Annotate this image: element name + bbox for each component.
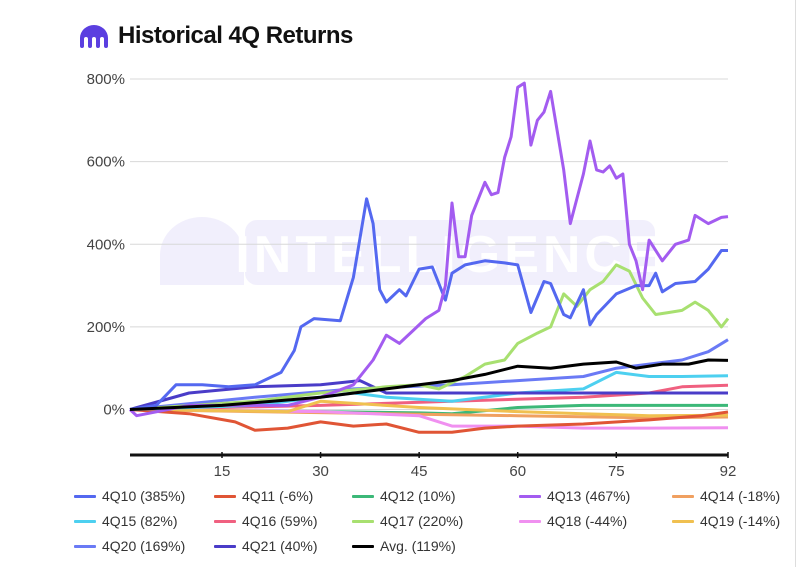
- legend-swatch: [214, 544, 236, 548]
- legend-item[interactable]: Avg. (119%): [352, 538, 456, 554]
- legend-item[interactable]: 4Q18 (-44%): [519, 513, 627, 529]
- y-tick-label: 0%: [103, 402, 125, 419]
- legend-swatch: [74, 519, 96, 523]
- x-tick-label: 60: [509, 463, 526, 480]
- legend-label: 4Q14 (-18%): [700, 488, 781, 504]
- series-line-4q19: [129, 399, 729, 418]
- series-line-4q16: [129, 383, 729, 411]
- legend-swatch: [352, 519, 374, 523]
- legend-item[interactable]: 4Q11 (-6%): [214, 488, 313, 504]
- legend-item[interactable]: 4Q14 (-18%): [672, 488, 780, 504]
- legend-label: 4Q16 (59%): [242, 513, 318, 529]
- watermark: INTELLIGENCE: [160, 217, 661, 285]
- legend-swatch: [519, 494, 541, 498]
- legend-item[interactable]: 4Q15 (82%): [74, 513, 177, 529]
- legend-swatch: [672, 519, 694, 523]
- y-tick-label: 600%: [87, 154, 125, 171]
- x-tick-label: 92: [720, 463, 737, 480]
- y-tick-label: 800%: [87, 71, 125, 88]
- legend-item[interactable]: 4Q16 (59%): [214, 513, 317, 529]
- legend-swatch: [672, 494, 694, 498]
- kraken-logo-icon: [80, 25, 108, 48]
- legend-label: 4Q17 (220%): [380, 513, 464, 529]
- legend-item[interactable]: 4Q10 (385%): [74, 488, 185, 504]
- legend-label: 4Q21 (40%): [242, 538, 318, 554]
- legend-label: 4Q10 (385%): [102, 488, 186, 504]
- legend-label: 4Q15 (82%): [102, 513, 178, 529]
- legend-item[interactable]: 4Q19 (-14%): [672, 513, 780, 529]
- frame-edge: [795, 0, 796, 567]
- chart-title: Historical 4Q Returns: [118, 22, 353, 49]
- y-tick-label: 200%: [87, 319, 125, 336]
- series-line-4q13: [128, 81, 729, 418]
- legend-item[interactable]: 4Q20 (169%): [74, 538, 185, 554]
- series-line-4q10: [129, 197, 728, 411]
- legend-label: 4Q18 (-44%): [547, 513, 628, 529]
- x-tick-label: 15: [214, 463, 231, 480]
- legend-item[interactable]: 4Q13 (467%): [519, 488, 630, 504]
- chart-header: Historical 4Q Returns: [78, 22, 353, 50]
- legend-swatch: [214, 519, 236, 523]
- series-line-4q11: [129, 408, 729, 434]
- x-tick-label: 75: [608, 463, 625, 480]
- legend-label: 4Q11 (-6%): [242, 488, 314, 504]
- legend-swatch: [74, 544, 96, 548]
- legend-swatch: [74, 494, 96, 498]
- legend-label: 4Q19 (-14%): [700, 513, 781, 529]
- legend-swatch: [214, 494, 236, 498]
- legend-item[interactable]: 4Q21 (40%): [214, 538, 317, 554]
- legend-label: Avg. (119%): [380, 538, 456, 554]
- legend-swatch: [352, 494, 374, 498]
- legend-swatch: [519, 519, 541, 523]
- legend-swatch: [352, 544, 374, 548]
- series-line-4q18: [129, 408, 729, 430]
- y-tick-label: 400%: [87, 236, 125, 253]
- legend-item[interactable]: 4Q17 (220%): [352, 513, 463, 529]
- x-tick-label: 45: [411, 463, 428, 480]
- x-tick-label: 30: [312, 463, 329, 480]
- series-line-avg: [129, 358, 729, 411]
- legend-label: 4Q12 (10%): [380, 488, 456, 504]
- legend-item[interactable]: 4Q12 (10%): [352, 488, 455, 504]
- legend-label: 4Q20 (169%): [102, 538, 186, 554]
- legend-label: 4Q13 (467%): [547, 488, 631, 504]
